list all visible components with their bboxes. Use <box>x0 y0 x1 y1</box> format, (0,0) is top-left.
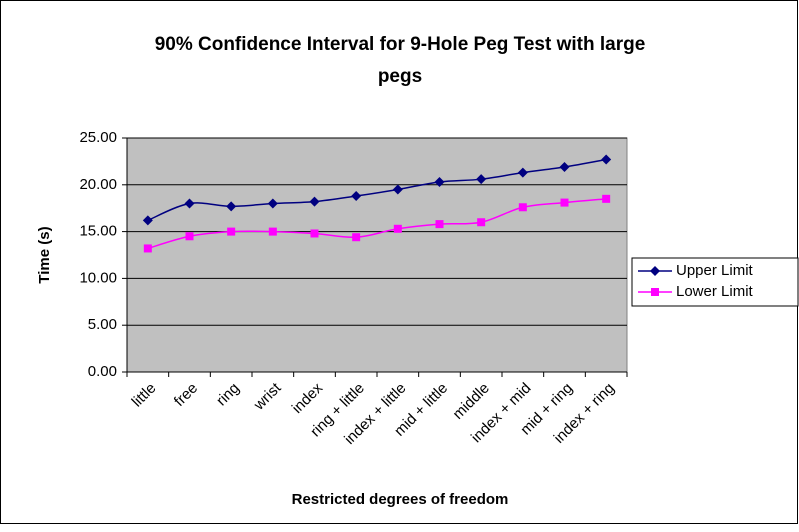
marker <box>393 224 402 233</box>
chart-title: 90% Confidence Interval for 9-Hole Peg T… <box>155 34 646 55</box>
marker <box>476 174 487 185</box>
marker <box>392 184 403 195</box>
chart-title: pegs <box>378 66 422 87</box>
marker <box>602 194 611 203</box>
marker <box>559 162 570 173</box>
marker <box>267 198 278 209</box>
y-tick-label: 15.00 <box>79 223 117 240</box>
legend-box <box>631 257 799 307</box>
x-axis-title: Restricted degrees of freedom <box>292 491 509 508</box>
legend-label: Lower Limit <box>676 283 754 300</box>
marker <box>142 215 153 226</box>
marker <box>185 232 194 241</box>
marker <box>184 198 195 209</box>
marker <box>227 227 236 236</box>
y-tick-label: 25.00 <box>79 129 117 146</box>
y-axis-title: Time (s) <box>36 226 53 283</box>
marker <box>352 233 361 242</box>
y-tick-label: 5.00 <box>88 316 117 333</box>
marker <box>351 191 362 202</box>
y-tick-label: 20.00 <box>79 176 117 193</box>
plot-area <box>126 137 628 373</box>
marker <box>651 288 659 296</box>
marker <box>518 203 527 212</box>
y-tick-label: 0.00 <box>88 363 117 380</box>
legend-label: Upper Limit <box>676 262 754 279</box>
marker <box>310 229 319 238</box>
marker <box>226 201 237 212</box>
marker <box>434 176 445 187</box>
marker <box>560 198 569 207</box>
marker <box>143 244 152 253</box>
marker <box>601 154 612 165</box>
series <box>143 194 611 253</box>
y-tick-label: 10.00 <box>79 269 117 286</box>
marker <box>268 227 277 236</box>
marker <box>309 196 320 207</box>
marker <box>435 220 444 229</box>
marker <box>477 218 486 227</box>
marker <box>517 167 528 178</box>
series <box>142 154 612 226</box>
marker <box>650 266 660 276</box>
